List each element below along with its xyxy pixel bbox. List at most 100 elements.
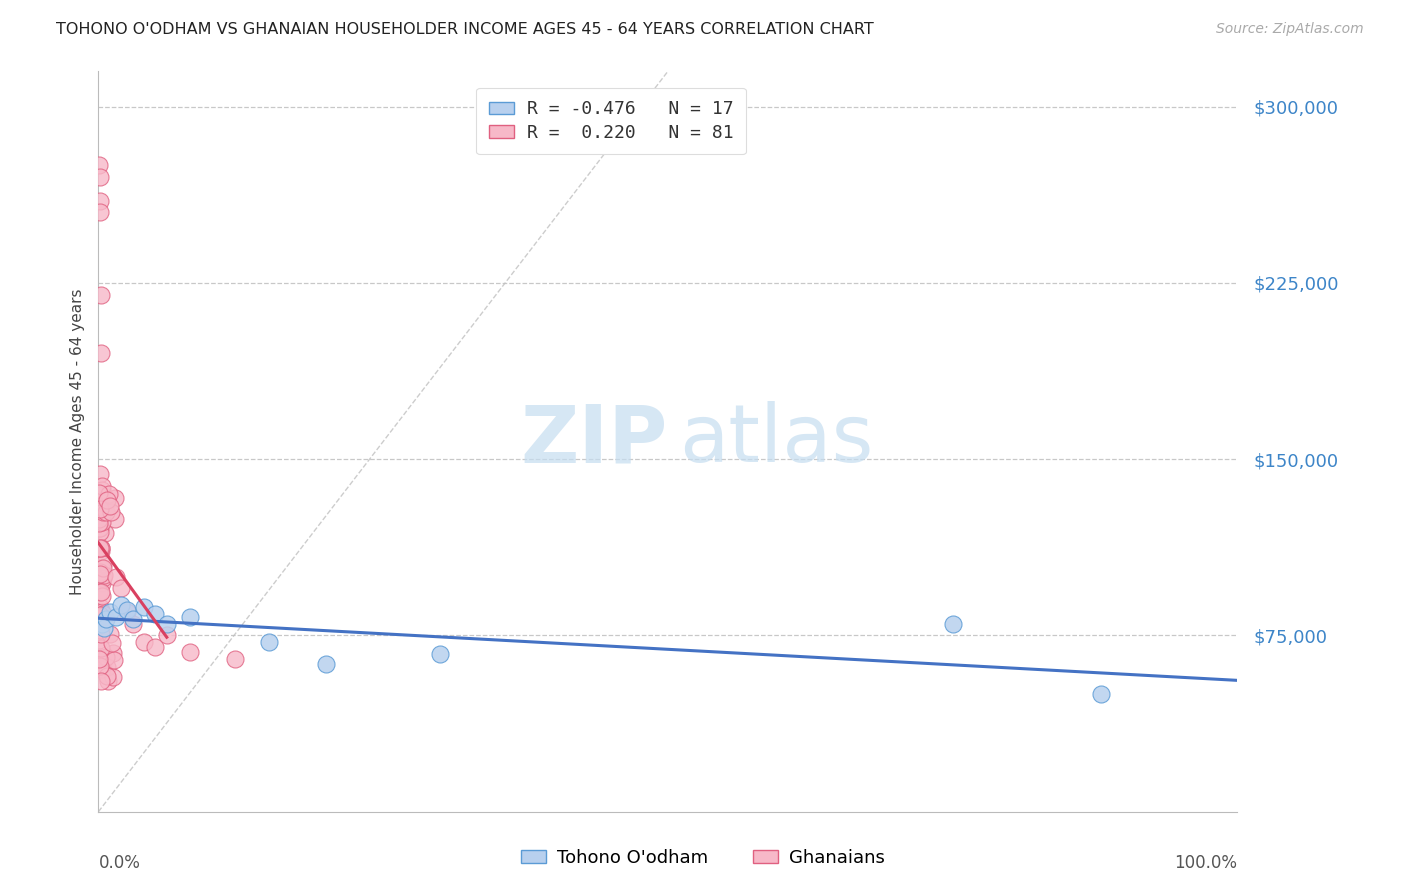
Point <box>89 158 111 172</box>
Point <box>91 606 114 620</box>
Point <box>179 609 201 624</box>
Point <box>93 614 115 628</box>
Point <box>115 605 138 619</box>
Point <box>224 652 246 666</box>
Point <box>315 657 337 671</box>
Text: Source: ZipAtlas.com: Source: ZipAtlas.com <box>1216 22 1364 37</box>
Point <box>91 557 114 571</box>
Point <box>89 205 111 219</box>
Point <box>89 512 111 526</box>
Point <box>942 616 965 631</box>
Point <box>145 607 167 622</box>
Point <box>89 512 111 526</box>
Point <box>91 659 114 673</box>
Point <box>90 609 112 624</box>
Point <box>104 609 127 624</box>
Point <box>89 599 111 614</box>
Point <box>104 512 127 526</box>
Point <box>100 505 122 519</box>
Point <box>90 543 112 558</box>
Point <box>94 505 117 519</box>
Point <box>89 609 111 624</box>
Point <box>90 673 112 688</box>
Y-axis label: Householder Income Ages 45 - 64 years: Householder Income Ages 45 - 64 years <box>69 288 84 595</box>
Point <box>90 641 112 656</box>
Point <box>93 621 115 635</box>
Point <box>98 486 121 500</box>
Point <box>90 662 112 676</box>
Point <box>100 636 122 650</box>
Point <box>110 598 132 612</box>
Text: ZIP: ZIP <box>520 401 668 479</box>
Point <box>91 561 114 575</box>
Point <box>91 589 114 603</box>
Point <box>90 627 112 641</box>
Point <box>156 628 179 642</box>
Text: 100.0%: 100.0% <box>1174 854 1237 872</box>
Text: atlas: atlas <box>679 401 873 479</box>
Point <box>98 627 121 641</box>
Point <box>89 492 111 507</box>
Point <box>96 612 118 626</box>
Point <box>89 524 111 539</box>
Point <box>1090 687 1112 701</box>
Point <box>96 493 118 508</box>
Point <box>429 647 451 661</box>
Point <box>90 541 112 555</box>
Point <box>156 616 179 631</box>
Point <box>89 567 111 582</box>
Point <box>94 506 117 520</box>
Point <box>91 504 114 518</box>
Point <box>89 652 111 666</box>
Point <box>93 567 115 582</box>
Point <box>121 616 143 631</box>
Point <box>87 521 110 535</box>
Point <box>89 467 111 481</box>
Point <box>89 521 111 535</box>
Point <box>89 170 111 185</box>
Point <box>101 670 124 684</box>
Point <box>90 585 112 599</box>
Point <box>103 652 125 666</box>
Point <box>91 571 114 585</box>
Point <box>90 346 112 360</box>
Point <box>97 674 120 689</box>
Point <box>93 525 115 540</box>
Point <box>89 623 111 637</box>
Point <box>90 541 112 555</box>
Point <box>89 541 111 556</box>
Point <box>98 499 121 513</box>
Point <box>179 645 201 659</box>
Point <box>90 287 112 301</box>
Point <box>110 582 132 596</box>
Point <box>104 570 127 584</box>
Point <box>89 194 111 208</box>
Text: TOHONO O'ODHAM VS GHANAIAN HOUSEHOLDER INCOME AGES 45 - 64 YEARS CORRELATION CHA: TOHONO O'ODHAM VS GHANAIAN HOUSEHOLDER I… <box>56 22 875 37</box>
Point <box>90 575 112 590</box>
Point <box>90 483 112 498</box>
Point <box>89 585 111 599</box>
Point <box>89 502 111 516</box>
Point <box>89 608 111 623</box>
Point <box>115 602 138 616</box>
Point <box>96 669 118 683</box>
Point <box>121 612 143 626</box>
Point <box>89 486 111 500</box>
Point <box>90 488 112 502</box>
Legend: Tohono O'odham, Ghanaians: Tohono O'odham, Ghanaians <box>513 842 893 874</box>
Text: 0.0%: 0.0% <box>98 854 141 872</box>
Point <box>98 605 121 619</box>
Point <box>132 635 155 649</box>
Point <box>89 565 111 579</box>
Point <box>91 479 114 493</box>
Point <box>90 560 112 574</box>
Point <box>104 491 127 505</box>
Point <box>145 640 167 655</box>
Point <box>89 633 111 648</box>
Point <box>89 651 111 665</box>
Point <box>94 650 117 665</box>
Point <box>259 635 281 649</box>
Point <box>89 659 111 673</box>
Point <box>101 646 124 660</box>
Point <box>89 516 111 530</box>
